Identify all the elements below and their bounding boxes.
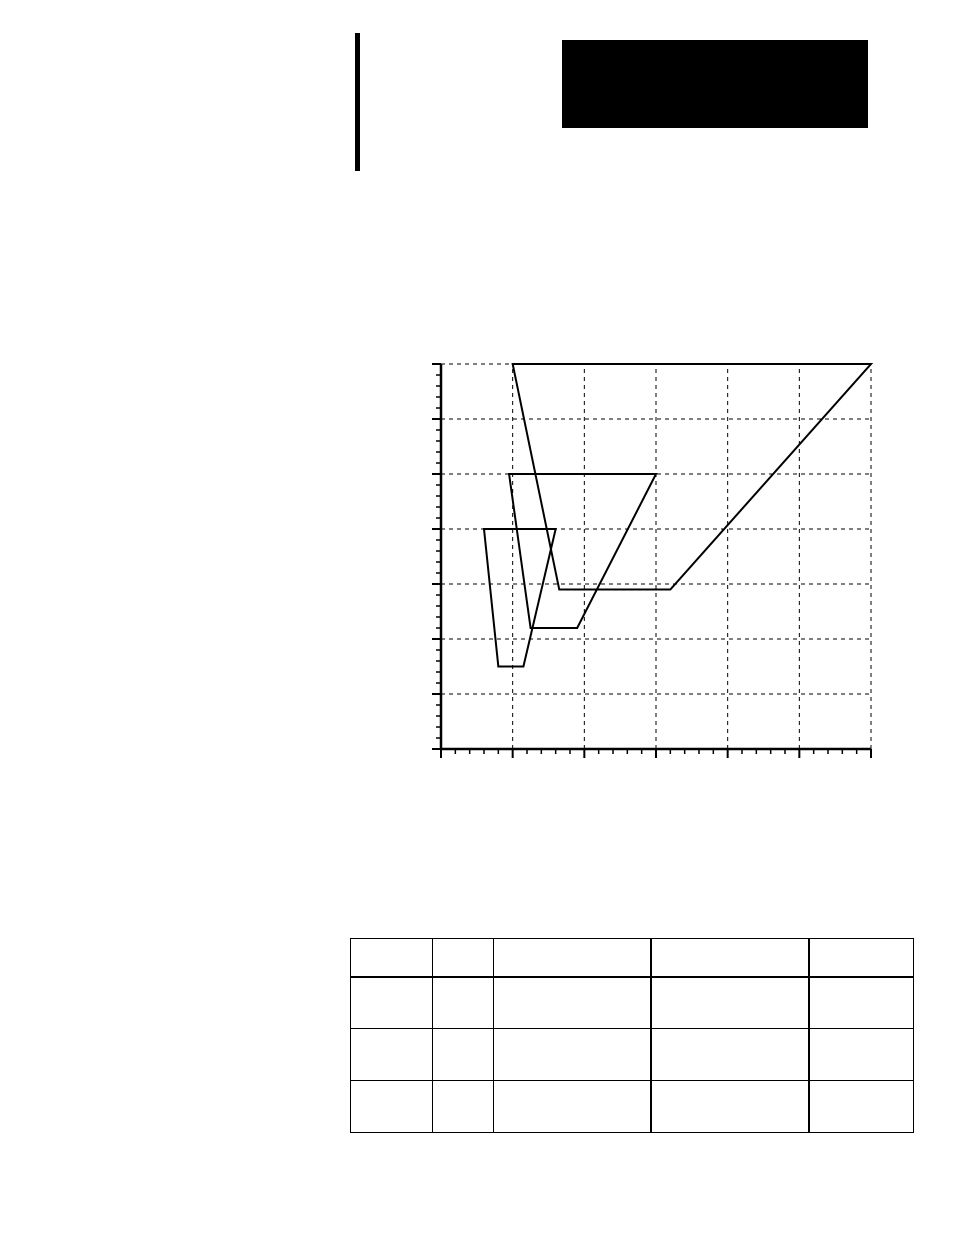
header-vertical-divider [355,33,360,171]
table-row [351,939,914,977]
table-row [351,1081,914,1133]
data-table [350,938,914,1133]
table-grid [350,938,914,1133]
table-row [351,1029,914,1081]
header-black-block [562,40,868,128]
table-row [351,977,914,1029]
log-log-chart [425,360,875,765]
